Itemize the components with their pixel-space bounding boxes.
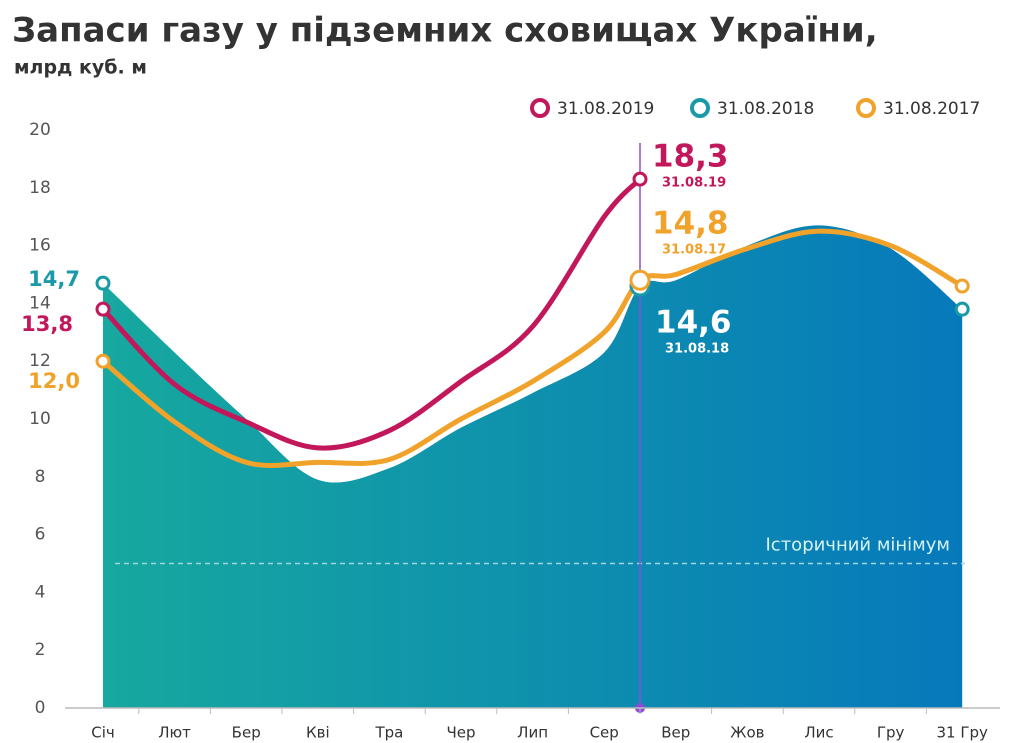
legend-label: 31.08.2017 xyxy=(883,99,980,119)
x-tick-label: Кві xyxy=(306,724,330,742)
line xyxy=(100,176,643,451)
y-tick-label: 18 xyxy=(29,178,51,198)
x-tick-label: Лис xyxy=(804,724,833,742)
date-label: 31.08.18 xyxy=(665,342,729,357)
value-label: 14,6 xyxy=(655,305,732,341)
legend-label: 31.08.2018 xyxy=(717,99,814,119)
y-tick-label: 16 xyxy=(29,236,51,256)
value-label: 14,7 xyxy=(28,267,80,291)
point xyxy=(95,353,111,369)
y-tick-label: 4 xyxy=(35,582,46,602)
x-tick-label: Чер xyxy=(446,724,475,742)
y-tick-label: 14 xyxy=(29,293,51,313)
y-tick-label: 12 xyxy=(29,351,51,371)
point xyxy=(632,171,648,187)
area xyxy=(103,225,963,709)
x-tick-label: Бер xyxy=(232,724,261,742)
x-tick-label: Сер xyxy=(590,724,619,742)
legend-label: 31.08.2019 xyxy=(557,99,654,119)
line xyxy=(100,228,965,468)
x-tick-label: Лип xyxy=(517,724,548,742)
value-label: 12,0 xyxy=(28,369,80,393)
value-label: 14,8 xyxy=(652,206,729,242)
x-tick-label: Вер xyxy=(661,724,690,742)
x-tick-label: 31 Гру xyxy=(936,724,988,742)
point xyxy=(629,269,651,291)
x-tick-label: Лют xyxy=(158,724,191,742)
value-label: 13,8 xyxy=(21,312,73,336)
y-tick-label: 8 xyxy=(35,467,46,487)
point xyxy=(95,275,111,291)
y-tick-label: 0 xyxy=(35,698,46,718)
date-label: 31.08.17 xyxy=(662,243,726,258)
x-tick-label: Жов xyxy=(730,724,764,742)
chart-subtitle: млрд куб. м xyxy=(14,57,147,79)
x-tick-label: Тра xyxy=(374,724,403,742)
value-label: 18,3 xyxy=(652,139,729,175)
legend-marker xyxy=(856,98,876,118)
y-tick-label: 2 xyxy=(35,640,46,660)
point xyxy=(95,301,111,317)
legend-marker xyxy=(690,98,710,118)
y-tick-label: 20 xyxy=(29,120,51,140)
legend-marker xyxy=(530,98,550,118)
x-tick-label: Січ xyxy=(91,724,115,742)
point xyxy=(954,278,970,294)
date-label: 31.08.19 xyxy=(662,176,726,191)
chart-title: Запаси газу у підземних сховищах України… xyxy=(12,11,878,51)
y-tick-label: 10 xyxy=(29,409,51,429)
x-tick-label: Гру xyxy=(877,724,905,742)
reference-label: Історичний мінімум xyxy=(765,535,950,556)
y-tick-label: 6 xyxy=(35,525,46,545)
point xyxy=(954,301,970,317)
